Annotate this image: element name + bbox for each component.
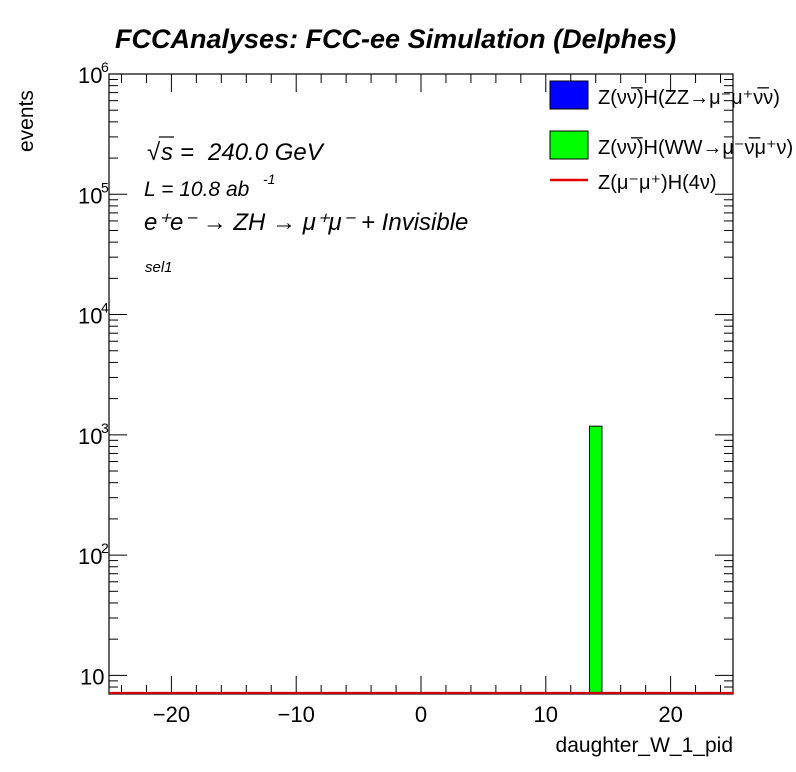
y-tick-label-exponent: 4 [101,300,109,316]
axis-ticks [109,73,733,695]
y-tick-label: 10 [78,63,102,88]
x-tick-label: 20 [658,702,682,727]
x-tick-label: 10 [534,702,558,727]
sqrt-s-value: 240.0 GeV [207,139,325,166]
x-tick-labels: −20 −10 0 10 20 [153,702,683,727]
y-tick-label-exponent: 6 [101,59,109,75]
selection-annotation: sel1 [145,259,173,276]
x-tick-label: 0 [415,702,427,727]
chart-title: FCCAnalyses: FCC-ee Simulation (Delphes) [115,24,676,54]
y-tick-label: 10 [78,544,102,569]
process-annotation: e⁺e⁻ → ZH → μ⁺μ⁻ + Invisible [144,209,468,236]
svg-text:s: s [161,139,173,166]
y-tick-label: 10 [78,183,102,208]
legend: Z(νν̅)H(ZZ→μ⁻μ⁺ν̅ν) Z(νν̅)H(WW→μ⁻ν̅μ⁺ν) Z(… [549,80,793,194]
lumi-annotation: L = 10.8 ab -1 [144,171,275,201]
y-axis-label: events [15,90,38,152]
y-tick-label: 10 [80,664,104,689]
y-tick-label: 10 [78,424,102,449]
x-tick-label: −10 [278,702,315,727]
svg-text:=: = [180,139,194,166]
sqrt-s-annotation: √ s = 240.0 GeV [147,136,325,166]
y-tick-label-exponent: 3 [101,420,109,436]
x-axis-label: daughter_W_1_pid [556,734,733,757]
plot-frame [108,73,734,695]
legend-swatch [549,130,589,160]
legend-swatch [549,80,589,110]
legend-label: Z(μ⁻μ⁺)H(4ν) [598,172,717,194]
x-tick-label: −20 [153,702,190,727]
y-tick-label: 10 [78,304,102,329]
y-tick-label-exponent: 5 [101,179,109,195]
svg-text:√: √ [147,139,161,166]
svg-text:L = 10.8 ab: L = 10.8 ab [144,178,250,201]
svg-text:-1: -1 [263,171,275,187]
histogram-bars [588,425,603,695]
legend-label: Z(νν̅)H(ZZ→μ⁻μ⁺ν̅ν) [598,86,780,109]
annotations: √ s = 240.0 GeV L = 10.8 ab -1 e⁺e⁻ → ZH… [144,136,468,276]
histogram-bar [588,425,603,695]
legend-label: Z(νν̅)H(WW→μ⁻ν̅μ⁺ν) [598,136,793,159]
y-tick-label-exponent: 2 [101,540,109,556]
